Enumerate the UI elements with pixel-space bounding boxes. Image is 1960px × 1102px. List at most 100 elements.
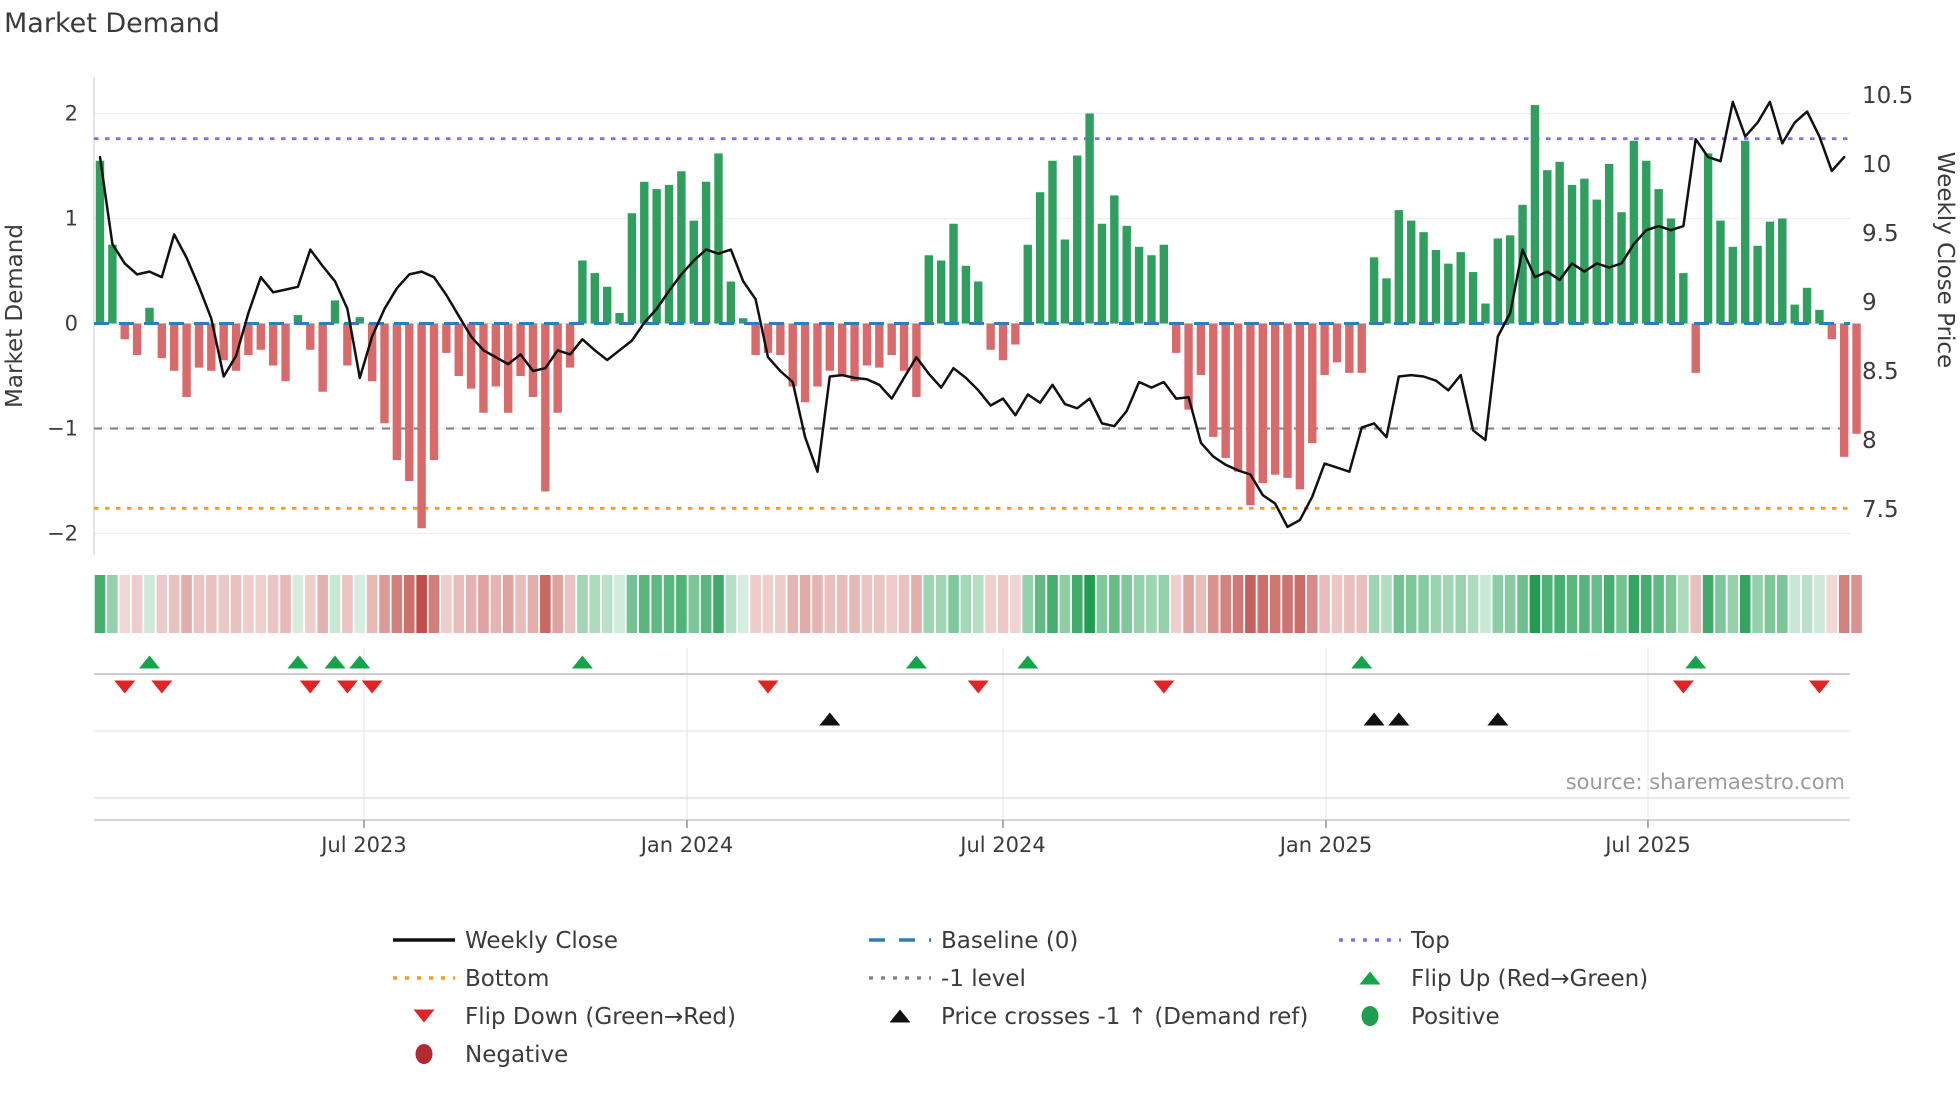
x-tick-label: Jan 2025 [1278,833,1373,857]
legend-label: -1 level [941,966,1026,992]
demand-bar [256,323,266,350]
demand-bar [120,323,129,340]
x-axis: Jul 2023 Jan 2024 Jul 2024 Jan 2025 Jul 2025 [94,819,1850,857]
demand-bar [479,323,488,413]
demand-bar [1159,244,1169,324]
weekly-close-polyline [98,100,1846,529]
heatmap-cell [1640,575,1652,633]
heatmap-cell [1715,575,1726,633]
heatmap-cell [1430,575,1442,633]
heatmap-cell [762,575,774,633]
heatmap-cell [1579,575,1590,633]
heatmap-cell [1826,575,1838,633]
demand-bar [367,323,377,382]
demand-bar [1011,323,1020,345]
heatmap-cell [577,575,588,633]
demand-bar [1134,246,1144,324]
heatmap-cell [280,575,291,633]
demand-bar [949,223,958,324]
price-cross-marker [819,712,841,726]
heatmap-cell [1603,575,1615,633]
heatmap-cell [1047,575,1058,633]
demand-bar [838,323,847,376]
demand-bar [466,323,476,389]
heatmap-cell [1591,575,1603,633]
heatmap-cell [972,575,984,633]
demand-bar [602,286,612,324]
heatmap-cell [218,575,229,633]
heatmap-cell [342,575,353,633]
demand-bar [1691,323,1700,373]
heatmap-strip [94,575,1862,633]
heatmap-cell [465,575,477,633]
demand-bar [936,260,946,324]
heatmap-cell [1517,575,1528,633]
heatmap-cell [1232,575,1244,633]
heatmap-cell [1022,575,1034,633]
demand-bar [1642,160,1651,324]
y-axis-right-ticks: 10.5 10 9.5 9 8.5 8 7.5 [1862,83,1913,523]
demand-bar [664,184,674,324]
heatmap-cell [1121,575,1133,633]
heatmap-cell [403,575,415,633]
demand-bar [491,323,501,387]
flip-down-marker [1153,680,1175,694]
demand-bar [293,315,303,324]
y-right-tick: 9.5 [1862,221,1899,247]
demand-bar [1270,323,1280,475]
demand-bar [182,323,191,397]
demand-bar [1122,225,1131,324]
y-axis-left-ticks: 2 1 0 −1 −2 [47,102,78,546]
heatmap-cell [119,575,131,633]
heatmap-cell [638,575,650,633]
demand-bar [763,323,773,353]
y-left-tick: −1 [47,417,78,441]
demand-bar [1171,323,1181,353]
demand-bar [405,323,414,481]
demand-bar [677,171,686,324]
demand-bar [157,323,167,359]
heatmap-cell [1455,575,1466,633]
heatmap-cell [1306,575,1318,633]
heatmap-cell [1443,575,1454,633]
heatmap-cell [1344,575,1355,633]
heatmap-cell [1195,575,1207,633]
demand-bar [1493,238,1503,324]
y-right-tick: 8 [1862,428,1877,454]
demand-bar [95,160,105,324]
heatmap-cell [1158,575,1170,633]
heatmap-cell [107,575,118,633]
heatmap-cell [960,575,972,633]
demand-bar [800,323,810,403]
heatmap-cell [243,575,254,633]
demand-bar [1295,323,1305,490]
demand-bar [318,323,327,392]
demand-bar [1617,212,1626,324]
demand-bar [132,323,142,355]
heatmap-cell [1554,575,1565,633]
heatmap-cell [700,575,712,633]
heatmap-cell [898,575,910,633]
flip-down-marker [114,680,136,694]
demand-bar [1567,184,1577,324]
demand-bar [590,273,599,324]
demand-bar [1184,323,1193,410]
demand-bar [788,323,797,387]
heatmap-cell [1851,575,1862,633]
heatmap-cell [552,575,563,633]
demand-bar [961,265,971,324]
demand-bar [1283,323,1292,478]
demand-bar [701,181,711,324]
demand-bar [528,323,538,397]
heatmap-cell [1777,575,1788,633]
heatmap-cell [1418,575,1429,633]
flip-up-marker [324,655,346,669]
demand-bar [1073,155,1082,324]
demand-bar [862,323,872,366]
demand-bar [640,181,649,324]
demand-bar [194,323,204,368]
demand-bar [912,323,921,397]
heatmap-cell [317,575,328,633]
demand-bar [986,323,995,350]
